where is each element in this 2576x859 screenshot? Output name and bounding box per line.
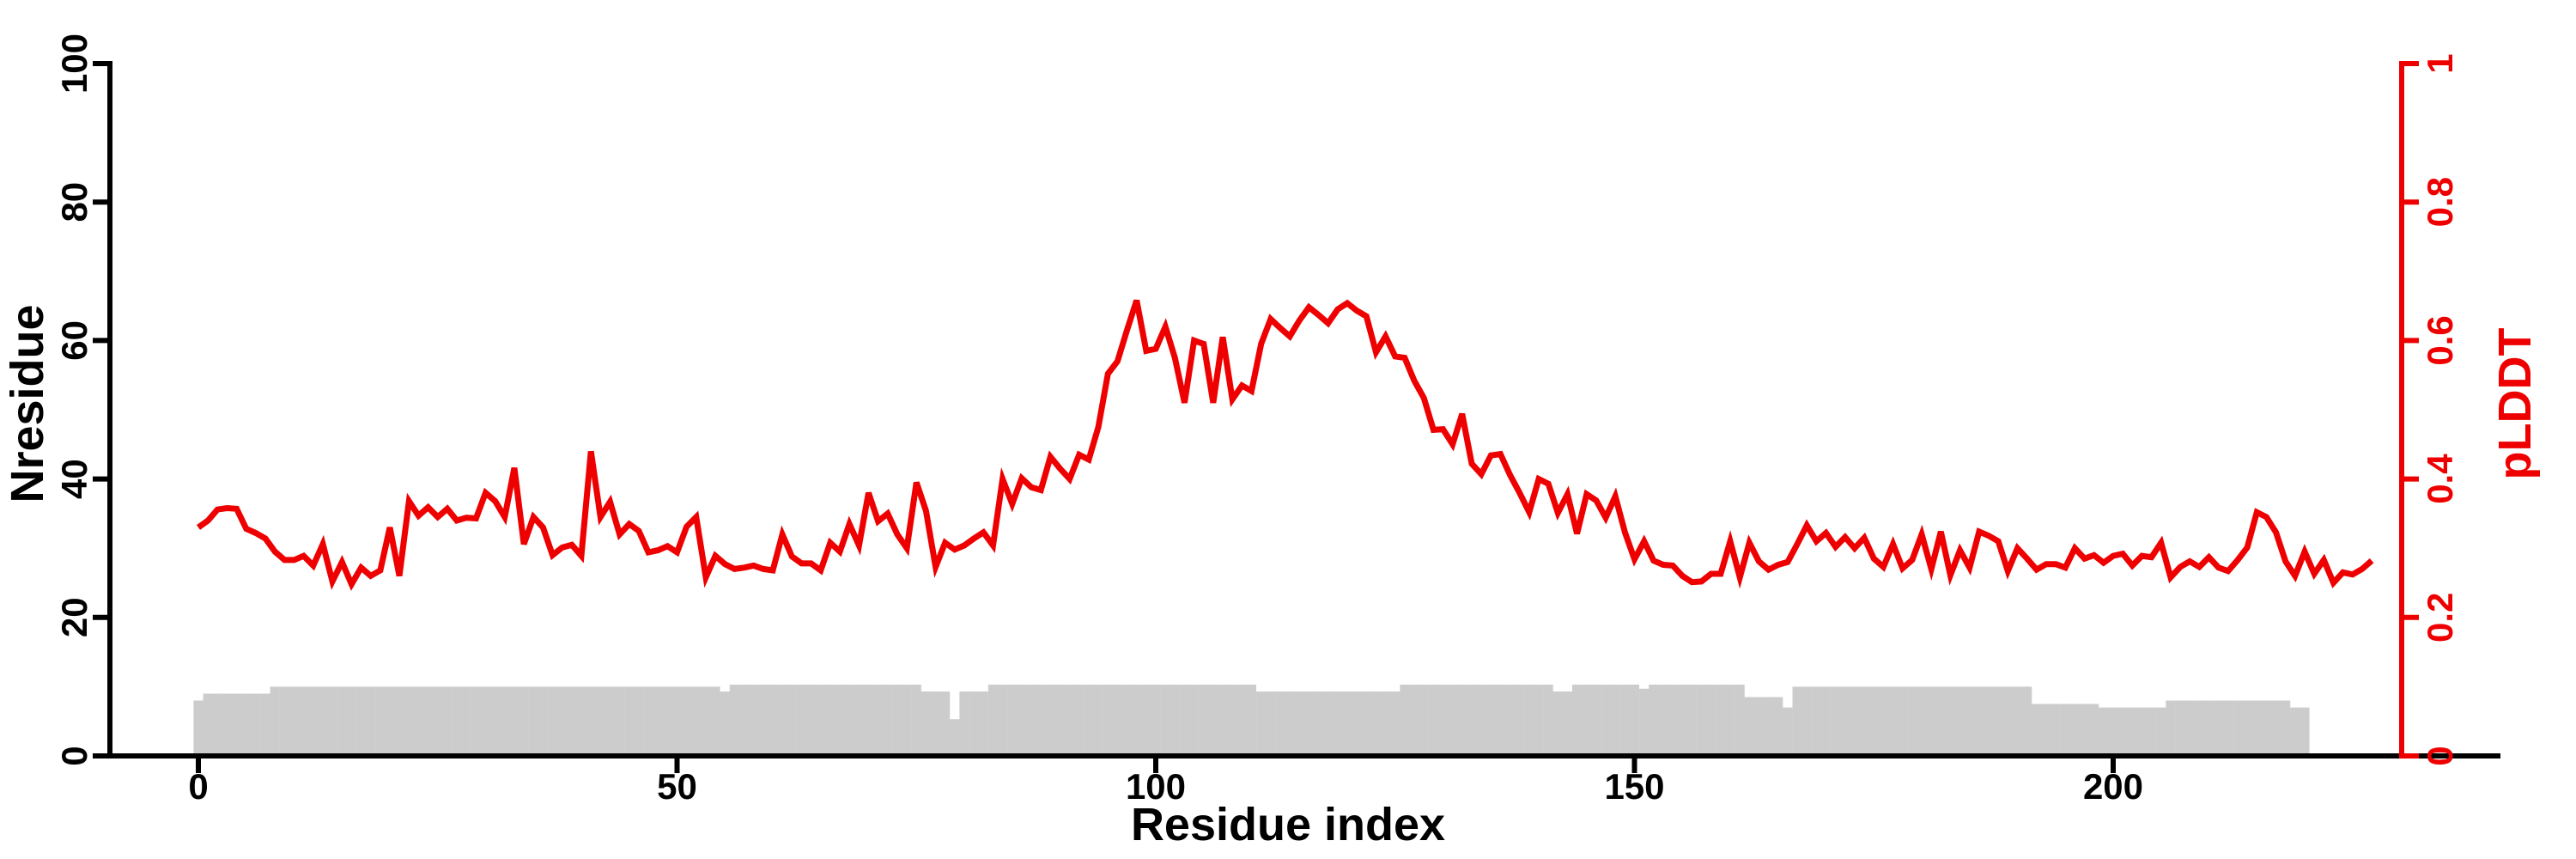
x-tick-label: 50: [657, 766, 697, 807]
left-tick-label: 20: [54, 597, 94, 637]
right-axis-title: pLDDT: [2489, 328, 2541, 480]
right-tick-label: 0.4: [2420, 454, 2460, 504]
x-tick-label: 200: [2083, 766, 2143, 807]
nresidue-bar-path: [193, 685, 2310, 756]
x-tick-label: 150: [1604, 766, 1664, 807]
left-tick-label: 80: [54, 182, 94, 222]
left-tick-label: 100: [54, 34, 94, 94]
right-tick-label: 0.2: [2420, 593, 2460, 643]
x-axis-title: Residue index: [1131, 799, 1445, 850]
left-tick-label: 0: [54, 746, 94, 765]
tick-labels: 0 50 100 150 200 0 20 40 60 80 100 0 0.2 0.4 0.6 0.8 1: [54, 34, 2460, 807]
x-tick-label: 100: [1126, 766, 1186, 807]
plddt-line: [196, 299, 2374, 591]
left-tick-label: 40: [54, 459, 94, 499]
nresidue-bars: [193, 685, 2310, 756]
plddt-polyline: [196, 299, 2374, 591]
right-tick-label: 1: [2420, 53, 2460, 73]
right-tick-label: 0.6: [2420, 315, 2460, 365]
x-tick-label: 0: [188, 766, 208, 807]
right-tick-label: 0.8: [2420, 177, 2460, 227]
right-tick-label: 0: [2420, 746, 2460, 765]
left-tick-label: 60: [54, 320, 94, 361]
left-axis-title: Nresidue: [2, 304, 53, 503]
axes: [93, 61, 2500, 773]
